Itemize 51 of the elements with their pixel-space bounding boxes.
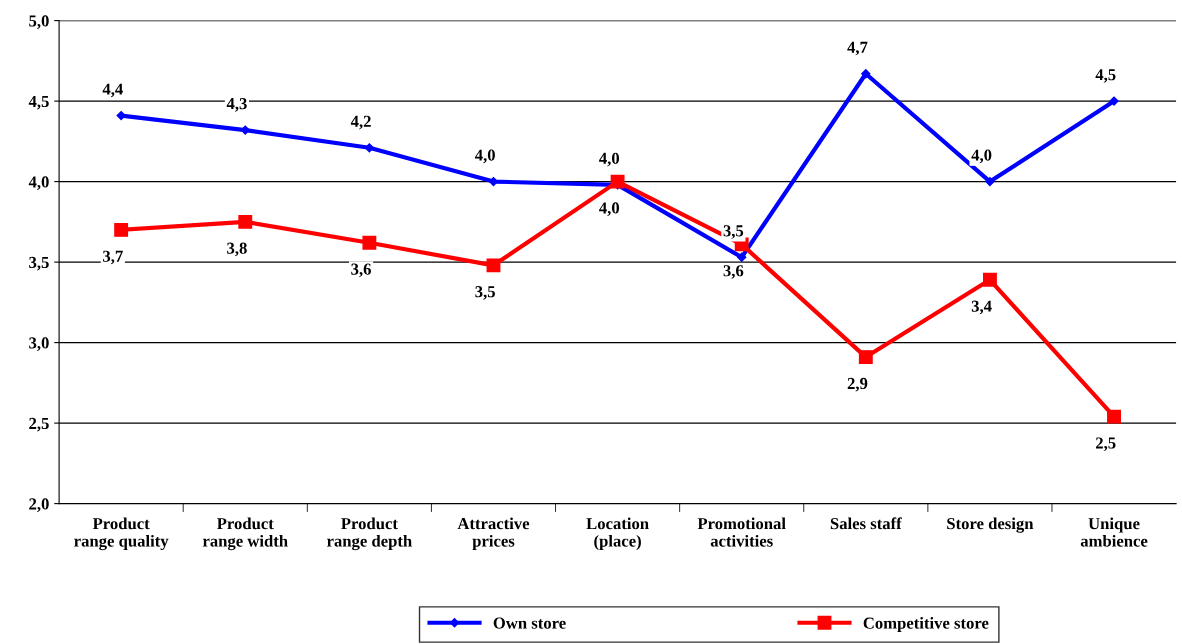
y-tick-label: 3,0 [29,337,49,351]
x-tick-label: Attractive prices [457,517,530,551]
point [1109,96,1119,106]
data-label: 4,0 [599,152,620,167]
data-label: 3,6 [723,265,744,279]
data-label: 2,9 [847,377,868,392]
y-tick-label: 4,0 [28,176,49,190]
point [238,214,253,229]
point [114,222,129,237]
data-label: 3,7 [103,250,123,265]
point [486,258,501,273]
point [240,125,250,135]
data-label: 3,4 [971,300,992,315]
y-tick-label: 4,5 [28,95,49,110]
data-label: 3,6 [351,263,371,278]
point [116,110,126,121]
point [861,69,871,79]
point [858,350,873,365]
data-label: 4,0 [971,149,992,164]
legend-label: Competitive store [863,616,989,633]
y-tick-label: 5,0 [29,15,49,29]
data-label: 2,5 [1095,437,1116,452]
y-tick-label: 3,5 [29,256,49,271]
point [362,235,377,250]
data-label: 4,2 [350,115,371,130]
y-tick-label: 2,0 [29,498,49,512]
data-label: 4,4 [102,83,123,98]
x-tick-label: Sales staff [830,517,902,530]
data-label: 4,0 [474,149,495,164]
data-label: 4,0 [599,202,620,216]
data-label: 3,5 [723,225,744,239]
legend-label: Own store [493,617,566,629]
data-label: 4,7 [847,41,868,56]
data-label: 3,5 [475,286,495,300]
data-label: 4,5 [1095,69,1116,83]
x-tick-label: Store design [947,517,1034,533]
point [985,176,995,187]
point [982,272,997,287]
x-tick-label: Location (place) [586,517,649,551]
data-label: 3,8 [227,242,247,257]
point [737,252,747,262]
y-tick-label: 2,5 [29,417,49,432]
x-tick-label: Unique ambience [1080,517,1148,547]
x-tick-label: Promotional activities [697,517,786,547]
x-tick-label: Product range depth [327,517,412,551]
data-label: 4,3 [226,98,247,112]
point [364,143,374,153]
x-tick-label: Product range quality [74,517,169,551]
point [1107,409,1121,424]
x-tick-label: Product range width [202,517,288,551]
point [610,174,625,189]
